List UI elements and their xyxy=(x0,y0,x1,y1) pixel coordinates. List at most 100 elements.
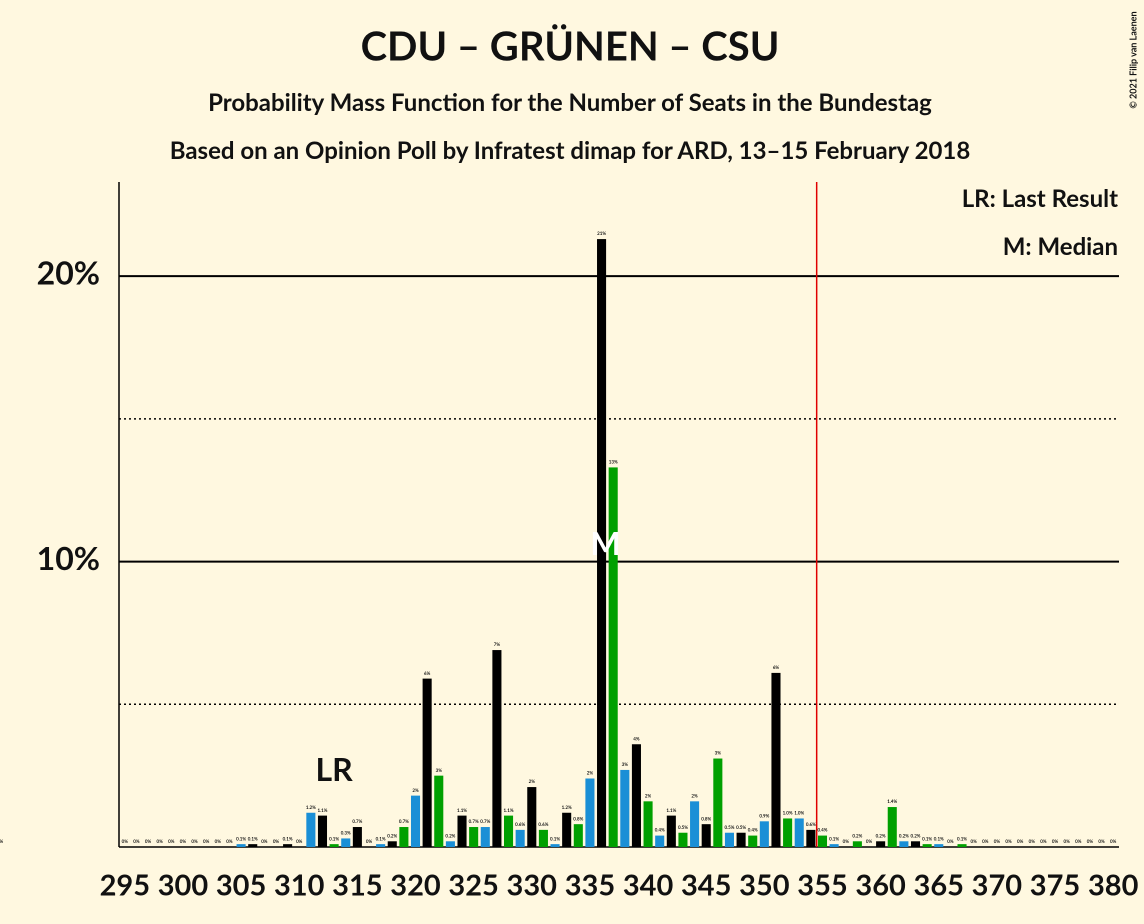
value-label: 3% xyxy=(715,751,722,756)
value-label: 0% xyxy=(994,839,1001,844)
bar xyxy=(655,835,665,847)
value-label: 0.6% xyxy=(806,822,816,827)
bar xyxy=(794,818,804,847)
bar xyxy=(690,801,700,847)
x-tick-label: 310 xyxy=(274,867,325,902)
x-tick-label: 320 xyxy=(390,867,441,902)
value-label: 0% xyxy=(1075,839,1082,844)
value-label: 0% xyxy=(1017,839,1024,844)
bar xyxy=(701,824,711,847)
chart-subtitle: Probability Mass Function for the Number… xyxy=(208,88,932,117)
value-label: 0% xyxy=(1005,839,1012,844)
value-label: 0.5% xyxy=(724,825,734,830)
x-tick-label: 305 xyxy=(216,867,266,902)
x-tick-label: 375 xyxy=(1030,867,1080,902)
value-label: 0.5% xyxy=(678,825,688,830)
value-label: 0.1% xyxy=(550,836,560,841)
value-label: 1.0% xyxy=(783,811,793,816)
value-label: 0.6% xyxy=(538,822,548,827)
bar xyxy=(934,844,944,847)
bar xyxy=(852,841,862,847)
value-label: 0% xyxy=(273,839,280,844)
bar xyxy=(631,744,641,847)
bar xyxy=(724,832,734,847)
x-tick-label: 340 xyxy=(623,867,674,902)
bar xyxy=(910,841,921,847)
value-label: 4% xyxy=(633,736,640,741)
value-label: 0.5% xyxy=(736,825,746,830)
value-label: 2% xyxy=(645,793,652,798)
bar xyxy=(457,815,467,847)
bar xyxy=(410,795,421,847)
value-label: 1.4% xyxy=(887,799,897,804)
value-label: 0.1% xyxy=(829,836,839,841)
bar xyxy=(817,835,828,847)
copyright: © 2021 Filip van Laenen xyxy=(1127,11,1138,108)
value-label: 0% xyxy=(1064,839,1071,844)
value-label: 0.3% xyxy=(341,831,351,836)
value-label: 0% xyxy=(180,839,187,844)
bar xyxy=(759,821,769,847)
value-label: 3% xyxy=(436,768,443,773)
value-label: 0.1% xyxy=(376,836,386,841)
value-label: 0.1% xyxy=(957,836,967,841)
bar xyxy=(876,841,886,847)
bar xyxy=(713,758,723,847)
x-tick-label: 350 xyxy=(739,867,790,902)
bar xyxy=(562,812,572,847)
bar xyxy=(829,844,839,847)
value-label: 0.1% xyxy=(236,836,246,841)
value-label: 0.4% xyxy=(655,828,665,833)
value-label: 6% xyxy=(424,671,431,676)
chart-subtitle: Based on an Opinion Poll by Infratest di… xyxy=(170,136,971,165)
value-label: 0% xyxy=(145,839,152,844)
bar xyxy=(538,829,548,847)
value-label: 0.6% xyxy=(515,822,525,827)
value-label: 0% xyxy=(215,839,222,844)
value-label: 1.0% xyxy=(794,811,804,816)
last-result-label: LR xyxy=(316,749,354,788)
bar xyxy=(341,838,351,847)
bar xyxy=(480,827,490,847)
value-label: 0% xyxy=(1029,839,1036,844)
bar xyxy=(957,844,967,847)
value-label: 0.2% xyxy=(387,833,397,838)
chart-title: CDU – GRÜNEN – CSU xyxy=(361,21,780,69)
bar xyxy=(469,827,479,847)
value-label: 1.1% xyxy=(317,808,327,813)
value-label: 0% xyxy=(843,839,850,844)
bar xyxy=(352,827,362,847)
median-label: M xyxy=(590,523,620,562)
value-label: 0.1% xyxy=(329,836,339,841)
legend-entry: M: Median xyxy=(1003,232,1118,261)
value-label: 0% xyxy=(168,839,175,844)
value-label: 0% xyxy=(133,839,140,844)
x-tick-label: 380 xyxy=(1088,867,1139,902)
bar xyxy=(434,775,444,847)
value-label: 0% xyxy=(157,839,164,844)
value-label: 0.7% xyxy=(480,819,490,824)
value-label: 6% xyxy=(773,665,780,670)
bar xyxy=(783,818,793,847)
value-label: 0.7% xyxy=(352,819,362,824)
bar xyxy=(445,841,455,847)
value-label: 0.7% xyxy=(469,819,479,824)
x-tick-label: 315 xyxy=(332,867,382,902)
value-label: 0% xyxy=(191,839,198,844)
bar xyxy=(283,844,293,847)
value-label: 0.8% xyxy=(573,816,583,821)
bar xyxy=(678,832,688,847)
value-label: 0% xyxy=(122,839,129,844)
bar xyxy=(387,841,397,847)
x-tick-label: 345 xyxy=(681,867,731,902)
legend-entry: LR: Last Result xyxy=(962,184,1118,213)
bar xyxy=(399,827,409,847)
bar xyxy=(899,841,909,847)
x-tick-label: 360 xyxy=(855,867,906,902)
value-label: 0.2% xyxy=(876,833,886,838)
value-label: 0.2% xyxy=(852,833,862,838)
value-label: 1.1% xyxy=(504,808,514,813)
bar xyxy=(585,778,595,847)
bar xyxy=(922,844,932,847)
